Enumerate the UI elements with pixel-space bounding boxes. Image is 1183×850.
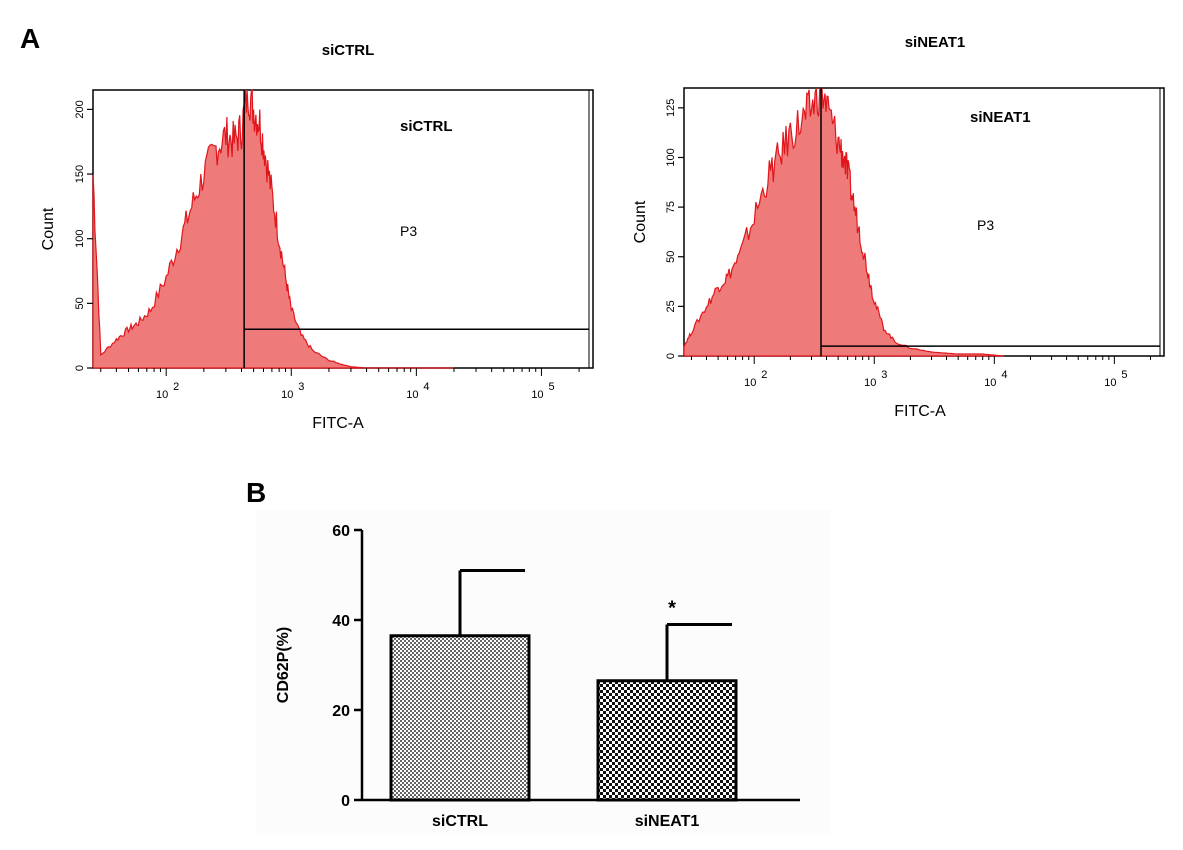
hist2-x-label: FITC-A [894, 403, 946, 420]
bar-y-tick-label: 60 [332, 523, 350, 540]
y-tick-label: 150 [74, 165, 86, 183]
x-tick-exponent: 4 [1001, 369, 1007, 381]
x-tick-label: 10 [744, 377, 756, 389]
x-tick-label: 10 [156, 389, 168, 401]
bar-y-ticks: 0 20 40 60 [332, 523, 362, 810]
y-tick-label: 100 [74, 230, 86, 248]
hist2-gate-label: P3 [977, 217, 994, 233]
y-tick-label: 50 [74, 297, 86, 309]
hist1-title: siCTRL [322, 42, 375, 59]
x-tick-label: 10 [864, 377, 876, 389]
hist1-x-ticks: 10 2 10 3 10 4 10 5 [100, 368, 580, 401]
hist1-inner-label: siCTRL [400, 118, 453, 135]
y-tick-label: 200 [74, 100, 86, 118]
bar-y-tick-label: 40 [332, 613, 350, 630]
hist2-title: siNEAT1 [905, 34, 966, 51]
bar-y-tick-label: 20 [332, 703, 350, 720]
x-tick-exponent: 3 [298, 381, 304, 393]
x-tick-exponent: 5 [1121, 369, 1127, 381]
significance-mark: * [668, 598, 676, 620]
y-tick-label: 50 [665, 251, 677, 263]
hist2-inner-label: siNEAT1 [970, 109, 1031, 126]
y-tick-label: 25 [665, 300, 677, 312]
hist1-area [92, 89, 454, 369]
y-tick-label: 100 [665, 148, 677, 166]
y-tick-label: 125 [665, 99, 677, 117]
x-tick-label: 10 [531, 389, 543, 401]
x-tick-exponent: 5 [548, 381, 554, 393]
x-tick-exponent: 2 [173, 381, 179, 393]
hist1-x-label: FITC-A [312, 415, 364, 432]
x-tick-label: 10 [281, 389, 293, 401]
hist1-y-label: Count [40, 207, 57, 250]
x-tick-label: 10 [1104, 377, 1116, 389]
hist1-y-ticks: 0 50 100 150 200 [74, 100, 93, 371]
x-tick-label: 10 [984, 377, 996, 389]
x-tick-exponent: 3 [881, 369, 887, 381]
bar-y-tick-label: 0 [341, 793, 350, 810]
hist2-x-ticks: 10 2 10 3 10 4 10 5 [690, 356, 1151, 389]
bars [389, 634, 738, 802]
bar-siCTRL [389, 634, 531, 802]
panel-b-letter: B [246, 477, 266, 508]
y-tick-label: 75 [665, 201, 677, 213]
bar-category-label: siNEAT1 [635, 813, 700, 830]
panel-a-letter: A [20, 23, 40, 54]
bar-category-labels: siCTRL siNEAT1 [432, 813, 699, 830]
bar-y-label: CD62P(%) [275, 627, 292, 703]
hist2-y-ticks: 0 25 50 75 100 125 [665, 99, 684, 359]
x-tick-exponent: 4 [423, 381, 429, 393]
x-tick-exponent: 2 [761, 369, 767, 381]
y-tick-label: 0 [665, 353, 677, 359]
error-bars: * [458, 569, 732, 681]
hist2-y-label: Count [632, 200, 649, 243]
bar-chart-cd62p: 0 20 40 60 * siCTRL siNEAT1 CD62P(%) [256, 510, 830, 835]
y-tick-label: 0 [74, 365, 86, 371]
hist2-area [683, 87, 1004, 357]
bar-chart-background [256, 510, 830, 835]
x-tick-label: 10 [406, 389, 418, 401]
bar-siNEAT1 [596, 679, 738, 802]
hist1-gate-label: P3 [400, 223, 417, 239]
bar-category-label: siCTRL [432, 813, 488, 830]
